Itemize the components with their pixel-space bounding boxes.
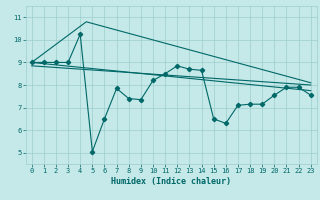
X-axis label: Humidex (Indice chaleur): Humidex (Indice chaleur) [111, 177, 231, 186]
